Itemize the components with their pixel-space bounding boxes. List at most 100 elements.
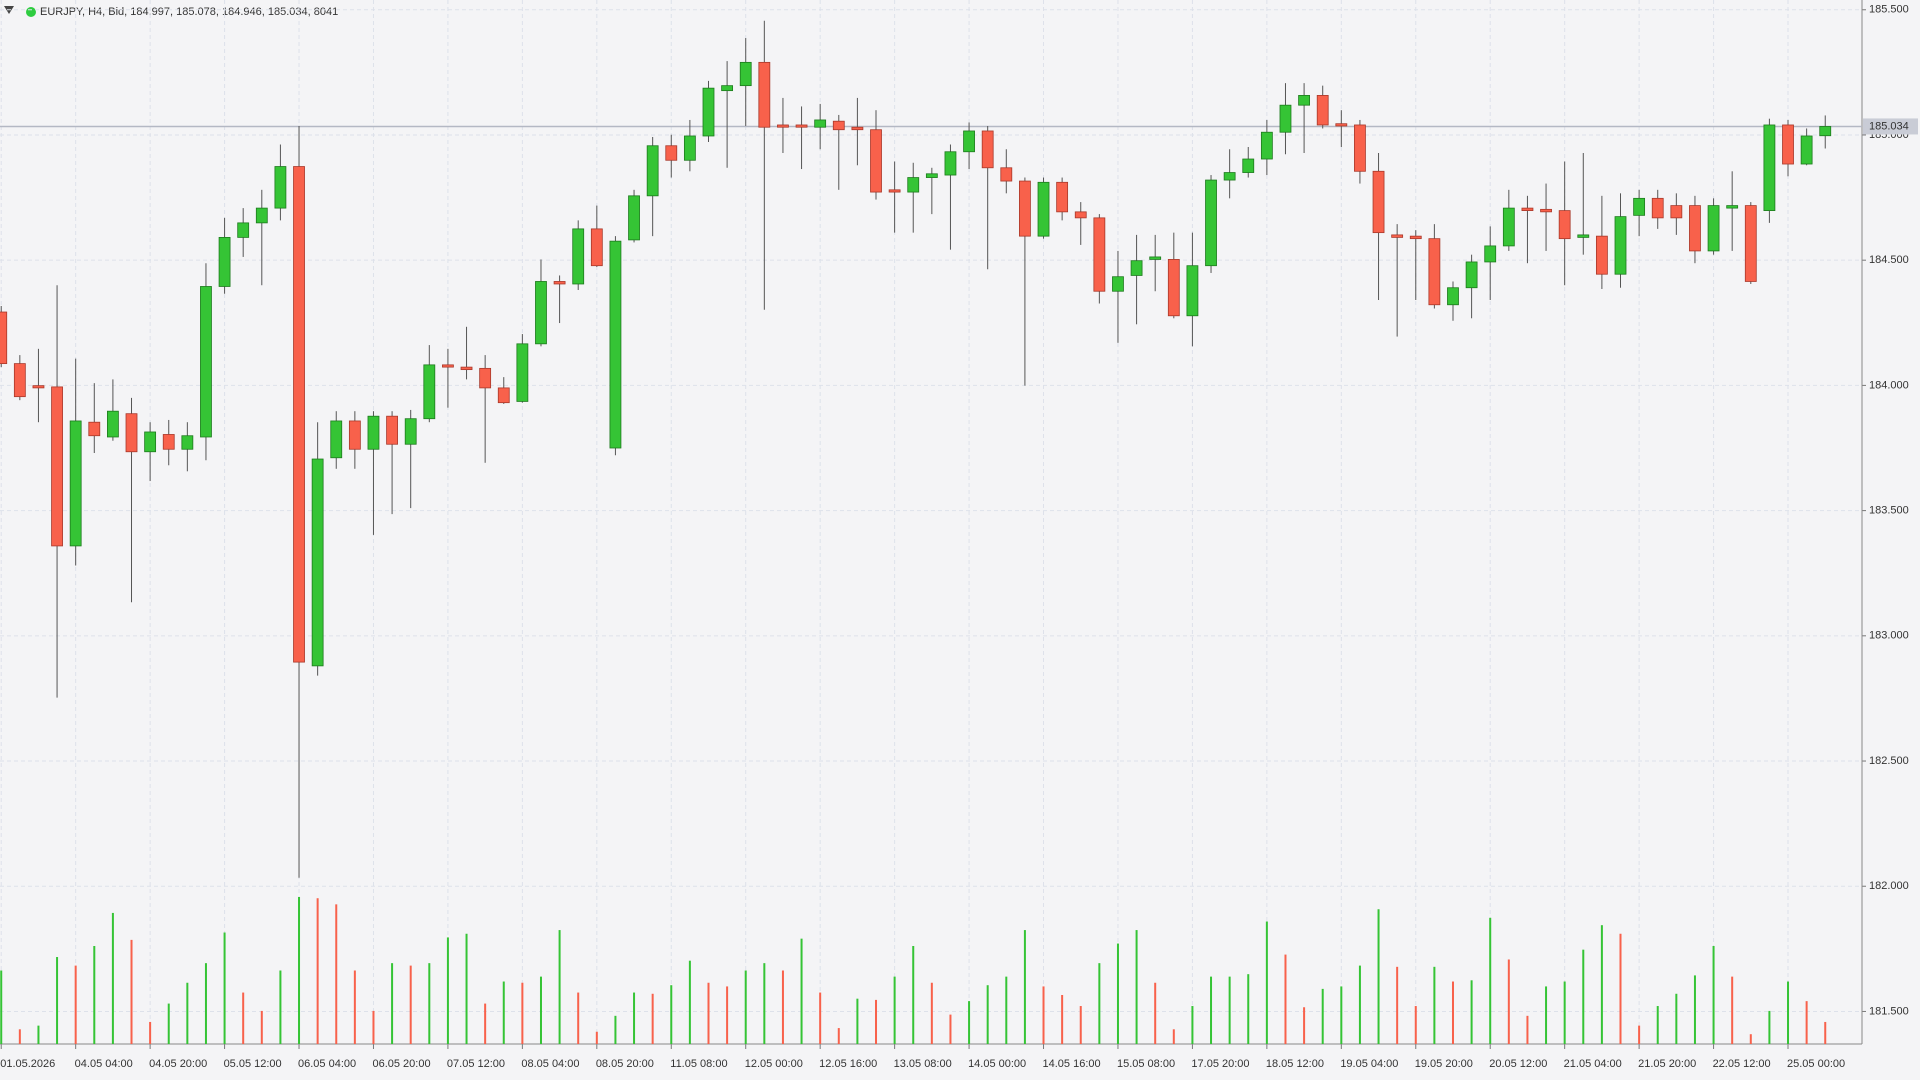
- candle-body: [1112, 276, 1124, 292]
- volume-bar: [781, 970, 784, 1044]
- x-tick-label: 18.05 12:00: [1266, 1058, 1324, 1070]
- candle-body: [1800, 135, 1813, 165]
- volume-bar: [316, 898, 319, 1044]
- candle-body: [106, 410, 119, 438]
- x-tick-label: 08.05 04:00: [521, 1058, 579, 1070]
- volume-bar: [0, 970, 3, 1044]
- volume-bar: [446, 937, 449, 1044]
- volume-bar: [186, 982, 189, 1044]
- volume-bar: [260, 1010, 263, 1044]
- candle-body: [1205, 179, 1217, 267]
- volume-bar: [1303, 1007, 1306, 1044]
- volume-bar: [1340, 986, 1343, 1044]
- candle-body: [1782, 124, 1794, 165]
- volume-bar: [819, 992, 822, 1044]
- candle-body: [516, 343, 529, 402]
- x-tick-label: 19.05 04:00: [1340, 1058, 1398, 1070]
- volume-bar: [391, 963, 394, 1044]
- candle-body: [330, 420, 343, 459]
- volume-bar: [93, 946, 96, 1044]
- candle-body: [1149, 256, 1162, 260]
- volume-bar: [614, 1015, 617, 1044]
- candle-body: [218, 236, 231, 287]
- candle-body: [1447, 287, 1459, 306]
- candle-body: [181, 435, 194, 450]
- volume-bar: [930, 982, 933, 1044]
- volume-bar: [949, 1014, 952, 1044]
- volume-bar: [1768, 1010, 1771, 1044]
- volume-bar: [1656, 1006, 1659, 1044]
- candle-body: [1409, 235, 1422, 240]
- candle-body: [832, 120, 845, 131]
- volume-bar: [409, 965, 412, 1044]
- candle-body: [423, 364, 436, 420]
- candle-body: [1744, 205, 1757, 282]
- volume-bar: [1396, 966, 1399, 1044]
- volume-bar: [37, 1025, 40, 1044]
- candle-body: [1595, 235, 1608, 275]
- x-tick-label: 20.05 12:00: [1489, 1058, 1547, 1070]
- volume-bar: [1507, 959, 1510, 1044]
- volume-bar: [1191, 1006, 1194, 1044]
- x-tick-label: 06.05 04:00: [298, 1058, 356, 1070]
- candle-body: [460, 366, 473, 371]
- volume-bar: [1265, 921, 1268, 1044]
- candle-body: [870, 129, 882, 193]
- volume-bar: [223, 932, 226, 1044]
- y-tick-label: 184.000: [1869, 379, 1909, 391]
- x-tick-label: 14.05 00:00: [968, 1058, 1026, 1070]
- candle-body: [1186, 265, 1199, 317]
- volume-bar: [372, 1010, 375, 1044]
- candle-body: [702, 87, 715, 137]
- candle-body: [1540, 208, 1552, 213]
- candle-body: [907, 177, 920, 193]
- candle-body: [1372, 170, 1385, 234]
- candle-body: [1465, 261, 1478, 289]
- volume-bar: [1005, 976, 1008, 1044]
- chart-title: EURJPY, H4, Bid, 184.997, 185.078, 184.9…: [40, 6, 338, 18]
- candle-body: [1130, 260, 1143, 276]
- x-tick-label: 11.05 08:00: [670, 1058, 727, 1070]
- candle-body: [404, 418, 417, 445]
- volume-bar: [1526, 1015, 1529, 1044]
- x-tick-label: 22.05 12:00: [1713, 1058, 1771, 1070]
- candle-body: [255, 207, 268, 224]
- volume-bar: [1619, 933, 1622, 1044]
- candle-body: [1558, 210, 1571, 240]
- candle-body: [32, 385, 45, 389]
- candle-body: [274, 166, 287, 209]
- volume-bar: [1079, 1006, 1082, 1044]
- candle-body: [1502, 207, 1515, 247]
- x-tick-label: 08.05 20:00: [596, 1058, 654, 1070]
- volume-bar: [1805, 1001, 1808, 1044]
- volume-bar: [1675, 993, 1678, 1044]
- candle-body: [1093, 217, 1106, 292]
- volume-bar: [502, 981, 505, 1044]
- volume-bar: [1023, 930, 1026, 1044]
- candle-body: [739, 61, 752, 87]
- candle-body: [814, 119, 827, 128]
- candle-body: [367, 415, 380, 450]
- candle-body: [888, 189, 901, 193]
- candle-body: [646, 145, 659, 197]
- x-tick-label: 12.05 16:00: [819, 1058, 877, 1070]
- volume-bar: [1489, 917, 1492, 1044]
- volume-bar: [1787, 981, 1790, 1044]
- y-tick-label: 184.500: [1869, 254, 1909, 266]
- volume-bar: [707, 982, 710, 1044]
- volume-bar: [1600, 925, 1603, 1044]
- volume-bar: [1247, 974, 1250, 1044]
- volume-bar: [558, 930, 561, 1044]
- volume-bar: [1210, 976, 1213, 1044]
- candle-body: [479, 367, 492, 389]
- volume-bar: [130, 939, 133, 1044]
- candle-body: [1037, 181, 1050, 237]
- volume-bar: [968, 1001, 971, 1044]
- volume-bar: [242, 992, 245, 1044]
- volume-bar: [1414, 1006, 1417, 1044]
- candle-body: [851, 126, 864, 131]
- x-tick-label: 13.05 08:00: [894, 1058, 952, 1070]
- volume-bar: [1321, 988, 1324, 1044]
- y-tick-label: 182.500: [1869, 755, 1909, 767]
